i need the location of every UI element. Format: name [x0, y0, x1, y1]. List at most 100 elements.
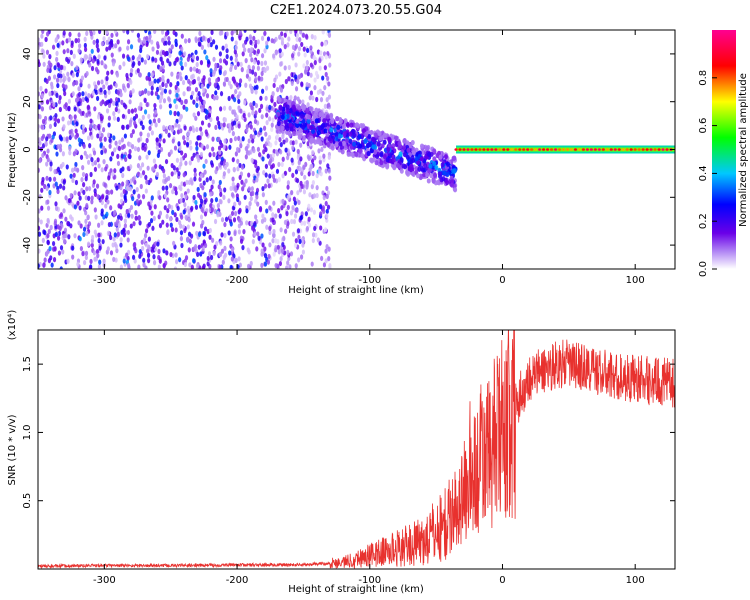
spectrogram-cell — [309, 90, 313, 96]
spectrogram-cell — [228, 122, 232, 129]
spectrogram-cell — [67, 106, 71, 112]
spectrogram-cell — [150, 195, 154, 201]
spectrogram-cell — [156, 152, 160, 159]
spectrogram-cell — [318, 65, 322, 71]
spectrogram-cell — [53, 65, 57, 71]
spectrogram-cell — [266, 178, 270, 184]
spectrogram-cell — [53, 169, 57, 175]
spectrogram-cell — [293, 200, 297, 206]
spectrogram-cell — [237, 123, 241, 129]
spectrogram-cell — [261, 213, 265, 219]
spectrogram-cell — [86, 135, 91, 141]
spectrogram-cell — [113, 30, 118, 34]
carrier-cell — [506, 148, 510, 151]
spectrogram-cell — [294, 86, 299, 92]
spectrogram-cell — [291, 172, 295, 179]
spectrogram-cell — [194, 199, 198, 206]
spectrogram-cell — [385, 157, 390, 163]
spectrogram-cell — [270, 122, 274, 128]
spectrogram-cell — [318, 155, 322, 161]
spectrogram-cell — [183, 202, 187, 208]
spectrogram-cell — [202, 163, 206, 169]
spectrogram-cell — [410, 170, 415, 177]
spectrogram-cell — [234, 57, 238, 63]
spectrogram-cell — [322, 262, 327, 268]
spectrogram-cell — [244, 145, 249, 152]
spectrogram-cell — [305, 179, 309, 186]
spectrogram-cell — [92, 250, 96, 256]
spectrogram-cell — [373, 132, 378, 138]
spectrogram-cell — [307, 203, 311, 209]
spectrogram-cell — [276, 244, 280, 250]
spectrogram-cell — [112, 256, 116, 263]
spectrogram-cell — [263, 183, 268, 189]
spectrogram-cell — [197, 231, 202, 237]
spectrogram-cell — [278, 213, 282, 219]
spectrogram-cell — [165, 185, 169, 191]
spectrogram-cell — [79, 57, 83, 63]
spectrogram-cell — [286, 220, 290, 227]
spectrogram-cell — [93, 166, 98, 172]
spectrogram-cell — [155, 49, 160, 55]
spectrogram-cell — [128, 186, 133, 192]
spectrogram-cell — [95, 248, 100, 255]
spectrogram-cell — [99, 87, 103, 93]
spectrogram-cell — [195, 68, 199, 74]
spectrogram-cell — [105, 194, 109, 201]
spectrogram-cell — [250, 57, 254, 63]
spectrogram-cell — [211, 136, 215, 142]
spectrogram-cell — [91, 161, 95, 167]
spectrogram-cell — [307, 171, 311, 177]
spectrogram-cell — [244, 82, 248, 88]
spectrogram-cell — [133, 258, 137, 264]
spectrogram-cell — [43, 230, 47, 236]
spectrogram-cell — [319, 211, 323, 217]
spectrogram-cell — [55, 151, 59, 157]
spectrogram-cell — [109, 156, 113, 162]
spectrogram-cell — [425, 172, 430, 178]
spectrogram-cell — [128, 99, 132, 105]
spectrogram-cell — [88, 62, 92, 68]
spectrogram-cell — [143, 59, 147, 65]
snr-series-line — [38, 330, 675, 569]
spectrogram-cell — [127, 212, 131, 218]
spectrogram-cell — [219, 199, 223, 205]
spectrogram-cell — [49, 115, 53, 121]
spectrogram-cell — [42, 53, 46, 59]
spectrogram-cell — [121, 172, 125, 179]
carrier-cell — [573, 148, 578, 151]
spectrogram-cell — [310, 163, 314, 170]
spectrogram-cell — [306, 114, 311, 120]
spectrogram-cell — [183, 125, 187, 131]
spectrogram-cell — [176, 87, 180, 93]
spectrogram-cell — [139, 102, 143, 108]
spectrogram-cell — [415, 173, 420, 179]
spectrogram-cell — [196, 76, 201, 82]
spectrogram-cell — [238, 78, 243, 84]
spectrogram-cell — [154, 90, 159, 97]
spectrogram-cell — [401, 163, 406, 169]
spectrogram-cell — [46, 205, 51, 211]
spectrogram-cell — [265, 112, 269, 118]
spectrogram-cell — [84, 254, 88, 261]
spectrogram-cell — [222, 81, 226, 87]
spectrogram-cell — [38, 231, 42, 237]
spectrogram-cell — [256, 65, 260, 71]
spectrogram-cell — [178, 145, 182, 151]
spectrogram-cell — [81, 171, 86, 178]
spectrogram-cell — [156, 241, 160, 247]
spectrogram-cell — [211, 237, 215, 243]
spectrogram-cell — [327, 256, 331, 262]
spectrogram-cell — [157, 117, 161, 124]
spectrogram-cell — [276, 87, 280, 93]
spectrogram-cell — [242, 182, 246, 188]
spectrogram-cell — [279, 227, 283, 233]
spectrogram-cell — [410, 140, 415, 146]
spectrogram-cell — [281, 173, 285, 179]
spectrogram-cell — [309, 207, 313, 213]
spectrogram-cell — [298, 166, 302, 172]
spectrogram-cell — [258, 152, 262, 158]
spectrogram-cell — [283, 170, 287, 176]
spectrogram-cell — [215, 95, 219, 101]
spectrogram-cell — [313, 85, 317, 91]
